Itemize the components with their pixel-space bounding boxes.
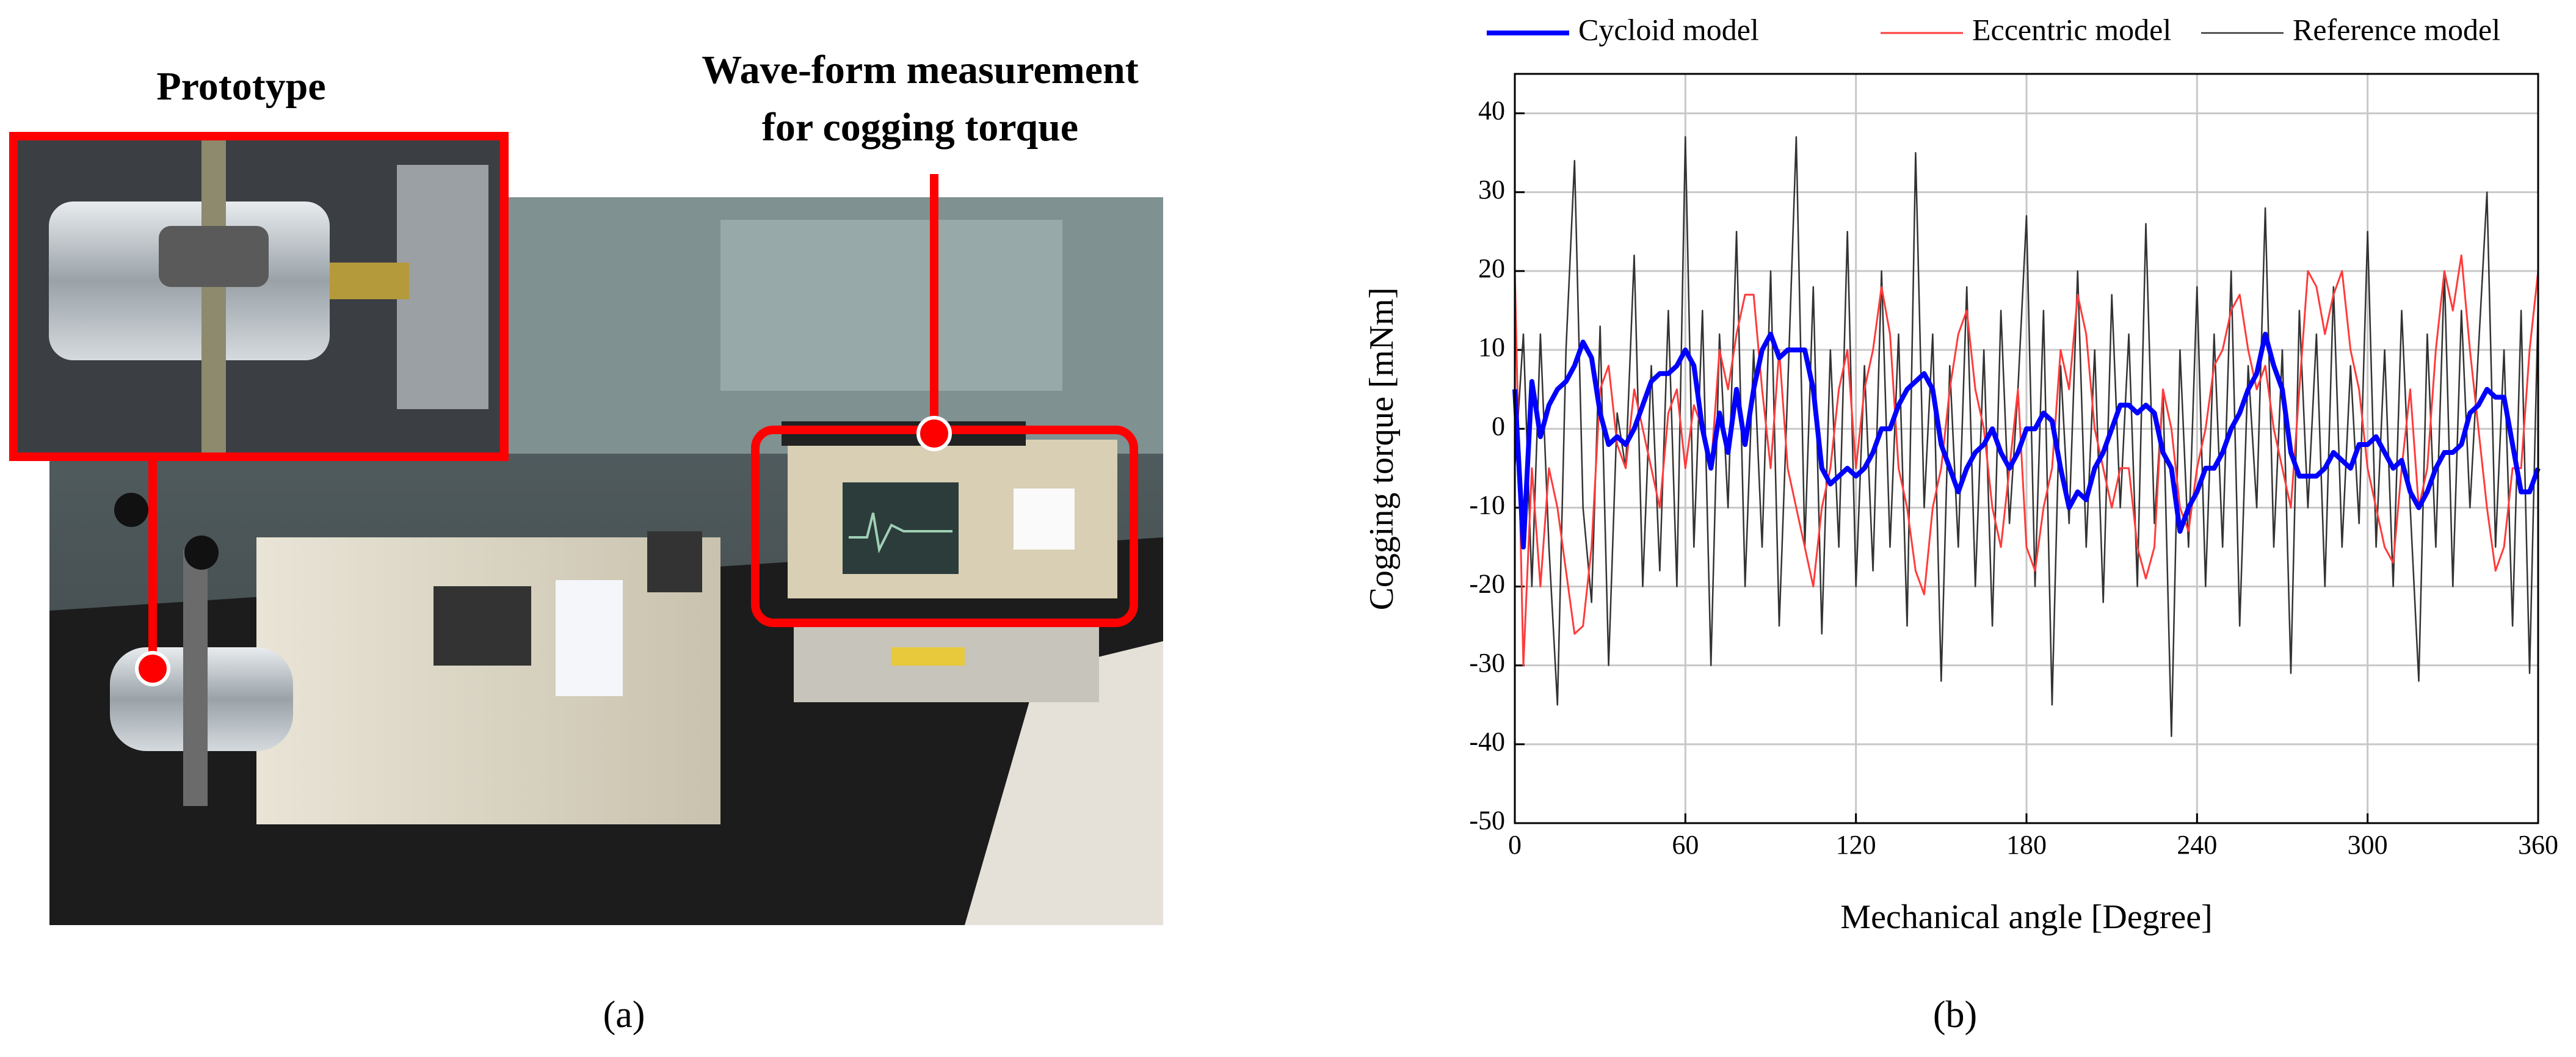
y-tick-label: 20 [1478, 253, 1505, 283]
y-tick-label: 0 [1492, 411, 1505, 441]
data-line [1514, 254, 2539, 667]
inset-plate [397, 165, 488, 409]
power-box [256, 537, 720, 824]
annotation: Wave-form measurement [702, 48, 1138, 92]
panel-label: (b) [1933, 994, 1977, 1036]
printer [1014, 489, 1075, 550]
y-axis-label: Cogging torque [mNm] [1363, 288, 1401, 611]
annotation: Prototype [156, 64, 325, 109]
legend-label: Reference model [2293, 12, 2500, 46]
x-tick-label: 240 [2177, 830, 2217, 860]
x-axis-label: Mechanical angle [Degree] [1840, 898, 2212, 936]
y-tick-label: -30 [1469, 648, 1505, 678]
legend-label: Eccentric model [1972, 12, 2171, 46]
inset-frame [9, 132, 509, 461]
x-tick-label: 360 [2518, 830, 2558, 860]
y-tick-label: -20 [1469, 569, 1505, 599]
data-line [1512, 332, 2541, 550]
analyzer-screen [843, 482, 959, 574]
x-tick-label: 120 [1836, 830, 1876, 860]
y-tick-label: -10 [1469, 490, 1505, 520]
y-tick-label: 10 [1478, 332, 1505, 362]
sticker [556, 580, 623, 696]
x-tick-label: 300 [2348, 830, 2388, 860]
annotation: for cogging torque [762, 105, 1078, 150]
cabinet [965, 641, 1163, 925]
inset-clamp [159, 226, 269, 287]
plot-frame [1514, 73, 2539, 824]
screen-trace [849, 512, 952, 554]
y-tick-label: 30 [1478, 175, 1505, 205]
y-tick-label: -40 [1469, 727, 1505, 757]
panel-label: (a) [603, 994, 645, 1036]
legend-label: Cycloid model [1578, 12, 1759, 46]
vent [434, 586, 531, 666]
knob [114, 493, 148, 527]
inset-shaft [201, 136, 226, 457]
y-tick-label: -50 [1469, 805, 1505, 835]
vent [647, 531, 702, 592]
shaft [183, 550, 208, 806]
y-tick-label: 40 [1478, 96, 1505, 126]
leader-dot [916, 416, 952, 451]
window-pane [720, 220, 1062, 391]
inset-coupling [330, 263, 409, 299]
plot-area: -50 -40 -30 -20 -10 0 10 20 30 40 0 60 120 180 240 300 3… [1469, 73, 2558, 860]
warning-label [891, 647, 965, 666]
x-tick-label: 60 [1672, 830, 1699, 860]
x-tick-label: 180 [2006, 830, 2047, 860]
x-tick-label: 0 [1508, 830, 1522, 860]
knob [184, 536, 219, 570]
leader-dot [135, 651, 170, 686]
data-line [1514, 136, 2539, 738]
photo: Prototype Wave-form measurement for cogg… [9, 48, 1163, 925]
